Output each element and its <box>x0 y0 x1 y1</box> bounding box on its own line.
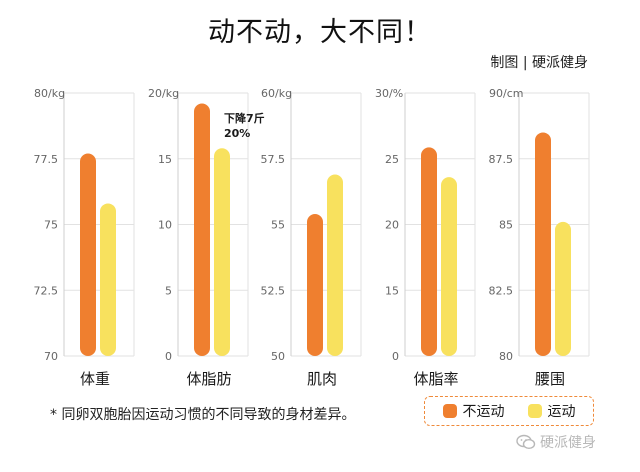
y-unit-label: 90/cm <box>489 87 523 100</box>
credit-label: 制图 | 硬派健身 <box>490 55 588 71</box>
y-unit-label: 80/kg <box>34 87 65 100</box>
y-unit-label: 60/kg <box>261 87 292 100</box>
y-tick-label: 87.5 <box>489 153 514 166</box>
bar-active <box>327 174 343 356</box>
bar-active <box>441 177 457 356</box>
y-tick-label: 25 <box>385 153 399 166</box>
x-category-label: 体重 <box>80 370 110 388</box>
legend-swatch-active <box>527 404 542 418</box>
y-tick-label: 10 <box>158 219 172 232</box>
y-tick-label: 0 <box>392 350 399 363</box>
legend-item-active: 运动 <box>527 401 576 421</box>
bar-inactive <box>535 132 551 356</box>
y-tick-label: 15 <box>158 153 172 166</box>
bar-inactive <box>307 213 323 356</box>
y-tick-label: 50 <box>271 350 285 363</box>
legend-label-active: 运动 <box>547 404 576 420</box>
legend-item-inactive: 不运动 <box>442 401 505 421</box>
chart-title: 动不动，大不同！ <box>208 17 432 48</box>
y-tick-label: 75 <box>44 219 58 232</box>
y-tick-label: 5 <box>165 284 172 297</box>
x-category-label: 体脂率 <box>413 370 458 388</box>
bar-inactive <box>80 153 96 356</box>
bar-inactive <box>421 147 437 356</box>
bar-chart-panels: 70 72.5 75 77.5 80/kg 体重 0 5 10 15 20/kg 体脂肪 下降7斤 20%… <box>34 87 590 388</box>
legend-swatch-inactive <box>442 404 457 418</box>
y-tick-label: 80 <box>499 350 513 363</box>
y-tick-label: 55 <box>271 219 285 232</box>
y-tick-label: 15 <box>385 284 399 297</box>
bar-annotation: 20% <box>224 127 250 140</box>
x-category-label: 腰围 <box>535 370 565 388</box>
x-category-label: 肌肉 <box>307 370 337 388</box>
y-tick-label: 82.5 <box>489 284 514 297</box>
bar-active <box>100 203 116 356</box>
y-tick-label: 52.5 <box>261 284 286 297</box>
watermark: 硬派健身 <box>516 432 596 452</box>
legend: 不运动 运动 <box>424 396 594 426</box>
footnote: * 同卵双胞胎因运动习惯的不同导致的身材差异。 <box>50 407 356 423</box>
y-tick-label: 70 <box>44 350 58 363</box>
bar-active <box>555 221 571 356</box>
y-unit-label: 30/% <box>375 87 403 100</box>
wechat-icon <box>516 434 536 450</box>
y-tick-label: 57.5 <box>261 153 286 166</box>
y-tick-label: 0 <box>165 350 172 363</box>
y-tick-label: 20 <box>385 219 399 232</box>
watermark-label: 硬派健身 <box>540 435 596 451</box>
bar-inactive <box>194 103 210 357</box>
legend-label-inactive: 不运动 <box>462 404 505 420</box>
y-tick-label: 77.5 <box>34 153 59 166</box>
bar-active <box>214 148 230 356</box>
y-tick-label: 85 <box>499 219 513 232</box>
x-category-label: 体脂肪 <box>186 370 231 388</box>
y-unit-label: 20/kg <box>148 87 179 100</box>
y-tick-label: 72.5 <box>34 284 59 297</box>
bar-annotation: 下降7斤 <box>224 111 265 125</box>
